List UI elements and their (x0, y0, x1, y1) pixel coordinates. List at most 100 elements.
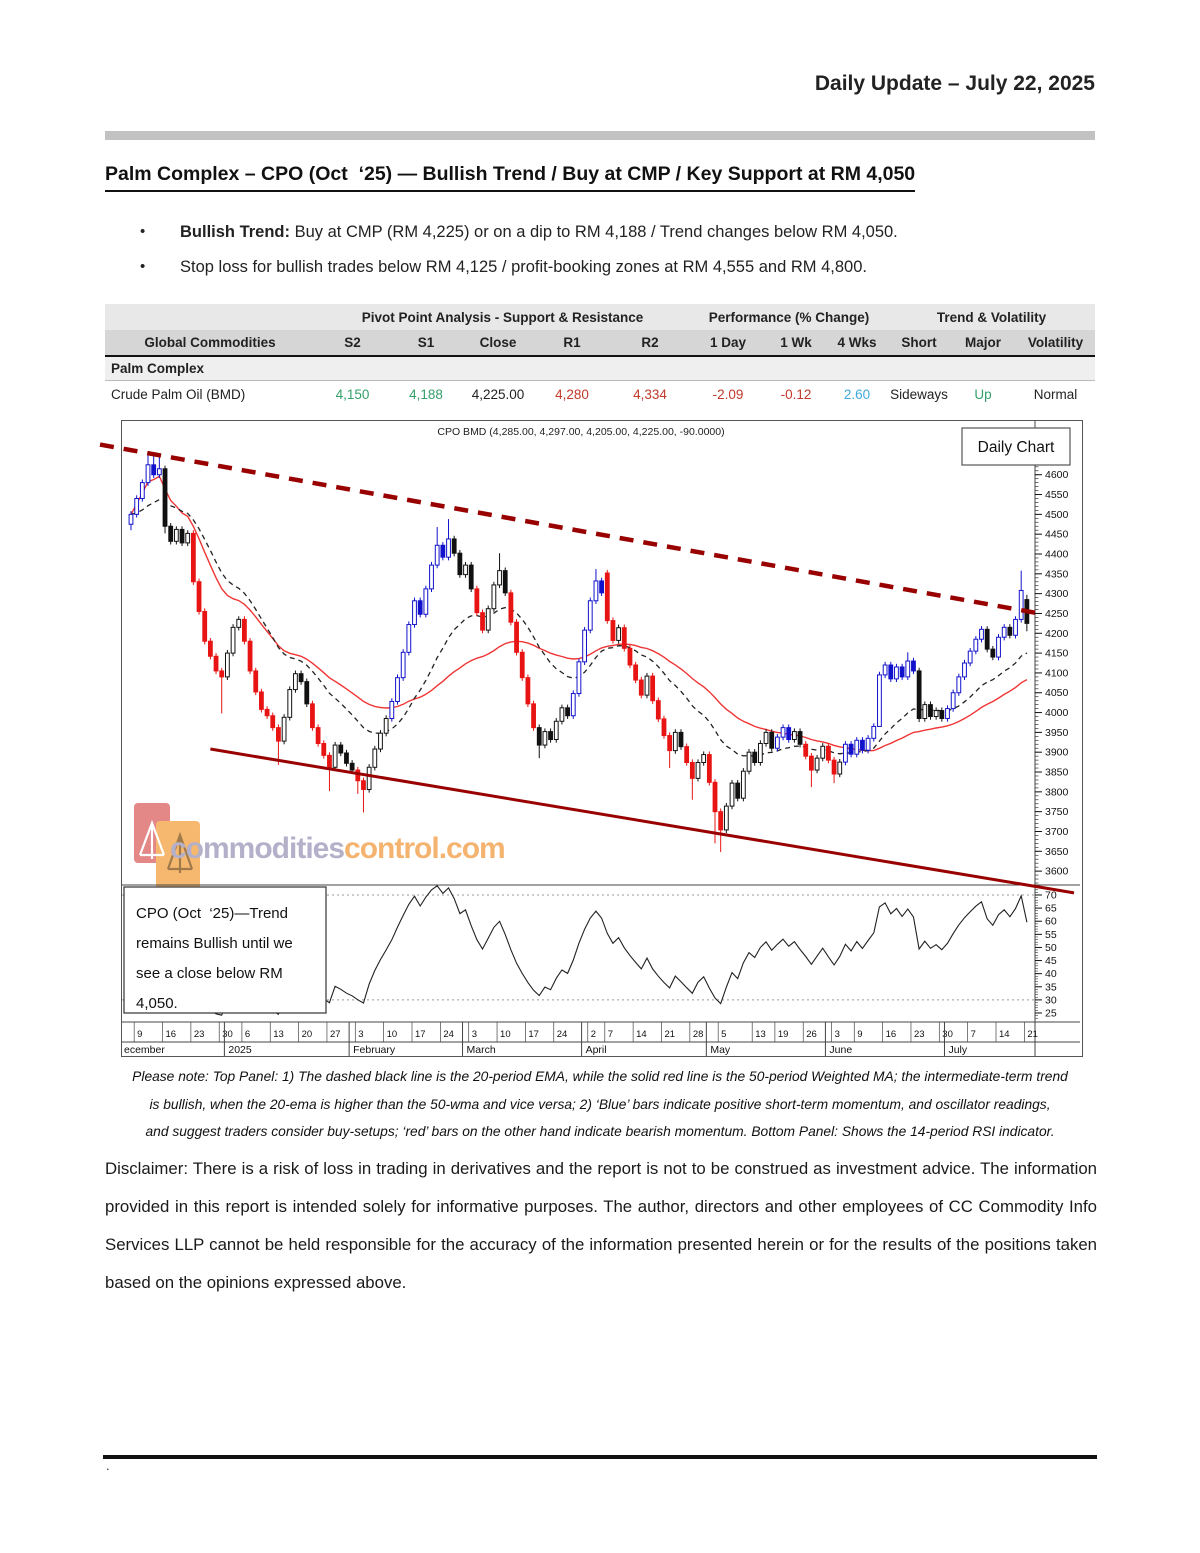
svg-text:20: 20 (302, 1029, 313, 1040)
value-r1: 4,280 (555, 387, 589, 402)
col-header: S2 (344, 335, 361, 350)
svg-text:July: July (948, 1044, 967, 1056)
col-header: Volatility (1027, 335, 1084, 350)
bullet-list: • Bullish Trend: Buy at CMP (RM 4,225) o… (138, 221, 1078, 291)
bullet-text: Buy at CMP (RM 4,225) or on a dip to RM … (290, 223, 898, 241)
group-header-performance: Performance (% Change) (708, 309, 870, 325)
list-item: • Stop loss for bullish trades below RM … (138, 256, 1078, 278)
section-label: Palm Complex (111, 361, 205, 376)
svg-text:3900: 3900 (1045, 747, 1069, 759)
svg-text:28: 28 (693, 1029, 704, 1040)
footnote-line: Please note: Top Panel: 1) The dashed bl… (132, 1069, 1068, 1084)
svg-text:55: 55 (1045, 929, 1057, 941)
bullet-text: Stop loss for bullish trades below RM 4,… (180, 258, 867, 276)
svg-text:24: 24 (443, 1029, 454, 1040)
svg-text:February: February (353, 1044, 396, 1056)
svg-text:17: 17 (528, 1029, 539, 1040)
svg-text:4450: 4450 (1045, 529, 1069, 541)
svg-text:70: 70 (1045, 890, 1057, 902)
svg-text:2: 2 (591, 1029, 596, 1040)
wma-50-line (130, 475, 1028, 752)
col-header: 4 Wks (837, 335, 877, 350)
col-header: Major (964, 335, 1001, 350)
svg-text:4600: 4600 (1045, 469, 1069, 481)
table-row: Crude Palm Oil (BMD) 4,150 4,188 4,225.0… (105, 381, 1095, 408)
candles (128, 452, 1030, 853)
end-mark: . (106, 1458, 110, 1473)
resistance-trendline-dashed (99, 442, 1036, 615)
svg-text:13: 13 (273, 1029, 284, 1040)
svg-text:40: 40 (1045, 968, 1057, 980)
svg-text:3800: 3800 (1045, 786, 1069, 798)
table-column-header-row: Global Commodities S2 S1 Close R1 R2 1 D… (105, 330, 1095, 357)
svg-text:3600: 3600 (1045, 866, 1069, 878)
svg-text:10: 10 (500, 1029, 511, 1040)
svg-text:2025: 2025 (228, 1044, 252, 1056)
value-r2: 4,334 (633, 387, 667, 402)
svg-text:4400: 4400 (1045, 548, 1069, 560)
svg-text:4550: 4550 (1045, 489, 1069, 501)
svg-text:25: 25 (1045, 1008, 1057, 1020)
svg-text:24: 24 (557, 1029, 568, 1040)
ema-20-line (130, 498, 1028, 757)
svg-text:4050: 4050 (1045, 687, 1069, 699)
svg-text:4000: 4000 (1045, 707, 1069, 719)
svg-text:see a close below RM: see a close below RM (136, 965, 283, 982)
svg-text:4250: 4250 (1045, 608, 1069, 620)
svg-text:19: 19 (778, 1029, 789, 1040)
svg-text:50: 50 (1045, 942, 1057, 954)
col-header: R2 (641, 335, 659, 350)
rsi-gridlines (122, 894, 1035, 1001)
col-header: S1 (417, 335, 435, 350)
svg-text:16: 16 (166, 1029, 177, 1040)
svg-text:April: April (586, 1044, 607, 1056)
svg-text:35: 35 (1045, 981, 1057, 993)
value-1wk: -0.12 (780, 387, 812, 402)
svg-text:14: 14 (999, 1029, 1010, 1040)
annotation-box: CPO (Oct ‘25)—Trend remains Bullish until… (123, 886, 327, 1014)
svg-text:4300: 4300 (1045, 588, 1069, 600)
svg-text:4100: 4100 (1045, 667, 1069, 679)
svg-text:3950: 3950 (1045, 727, 1069, 739)
list-item: • Bullish Trend: Buy at CMP (RM 4,225) o… (138, 221, 1078, 243)
value-s1: 4,188 (409, 387, 443, 402)
svg-text:March: March (467, 1044, 496, 1056)
header-divider (105, 131, 1095, 140)
bullet-icon: • (140, 223, 146, 240)
svg-text:June: June (829, 1044, 852, 1056)
value-volatility: Normal (1033, 387, 1078, 402)
footnote-line: is bullish, when the 20-ema is higher th… (149, 1096, 1051, 1112)
svg-text:10: 10 (387, 1029, 398, 1040)
pivot-table: Pivot Point Analysis - Support & Resista… (105, 304, 1095, 408)
value-1day: -2.09 (712, 387, 744, 402)
col-header: Global Commodities (144, 335, 276, 350)
disclaimer-text: Disclaimer: There is a risk of loss in t… (105, 1159, 1097, 1292)
table-section-row: Palm Complex (105, 357, 1095, 381)
svg-text:CPO (Oct ‘25)—Trend: CPO (Oct ‘25)—Trend (136, 905, 288, 922)
svg-text:3: 3 (472, 1029, 477, 1040)
svg-text:17: 17 (415, 1029, 426, 1040)
svg-text:30: 30 (1045, 994, 1057, 1006)
svg-text:7: 7 (608, 1029, 613, 1040)
svg-text:3: 3 (358, 1029, 363, 1040)
svg-text:45: 45 (1045, 955, 1057, 967)
col-header: Close (479, 335, 517, 350)
col-header: 1 Wk (780, 335, 812, 350)
value-4wks: 2.60 (843, 387, 871, 402)
svg-text:ecember: ecember (124, 1044, 165, 1056)
svg-text:May: May (710, 1044, 731, 1056)
price-axis: 3600 3650 3700 3750 3800 3850 3900 3950 4000 4050… (1035, 442, 1069, 884)
svg-text:65: 65 (1045, 903, 1057, 915)
chart-title: CPO BMD (4,285.00, 4,297.00, 4,205.00, 4… (437, 426, 724, 438)
value-short-trend: Sideways (890, 387, 948, 402)
svg-text:7: 7 (971, 1029, 976, 1040)
svg-text:4,050.: 4,050. (136, 995, 178, 1012)
svg-text:16: 16 (886, 1029, 897, 1040)
svg-text:4150: 4150 (1045, 648, 1069, 660)
svg-text:6: 6 (245, 1029, 250, 1040)
price-chart: commoditiescontrol.com 3600 3650 3700 3750 38… (99, 420, 1083, 1057)
col-header: Short (901, 335, 937, 350)
bullet-icon: • (140, 258, 146, 275)
